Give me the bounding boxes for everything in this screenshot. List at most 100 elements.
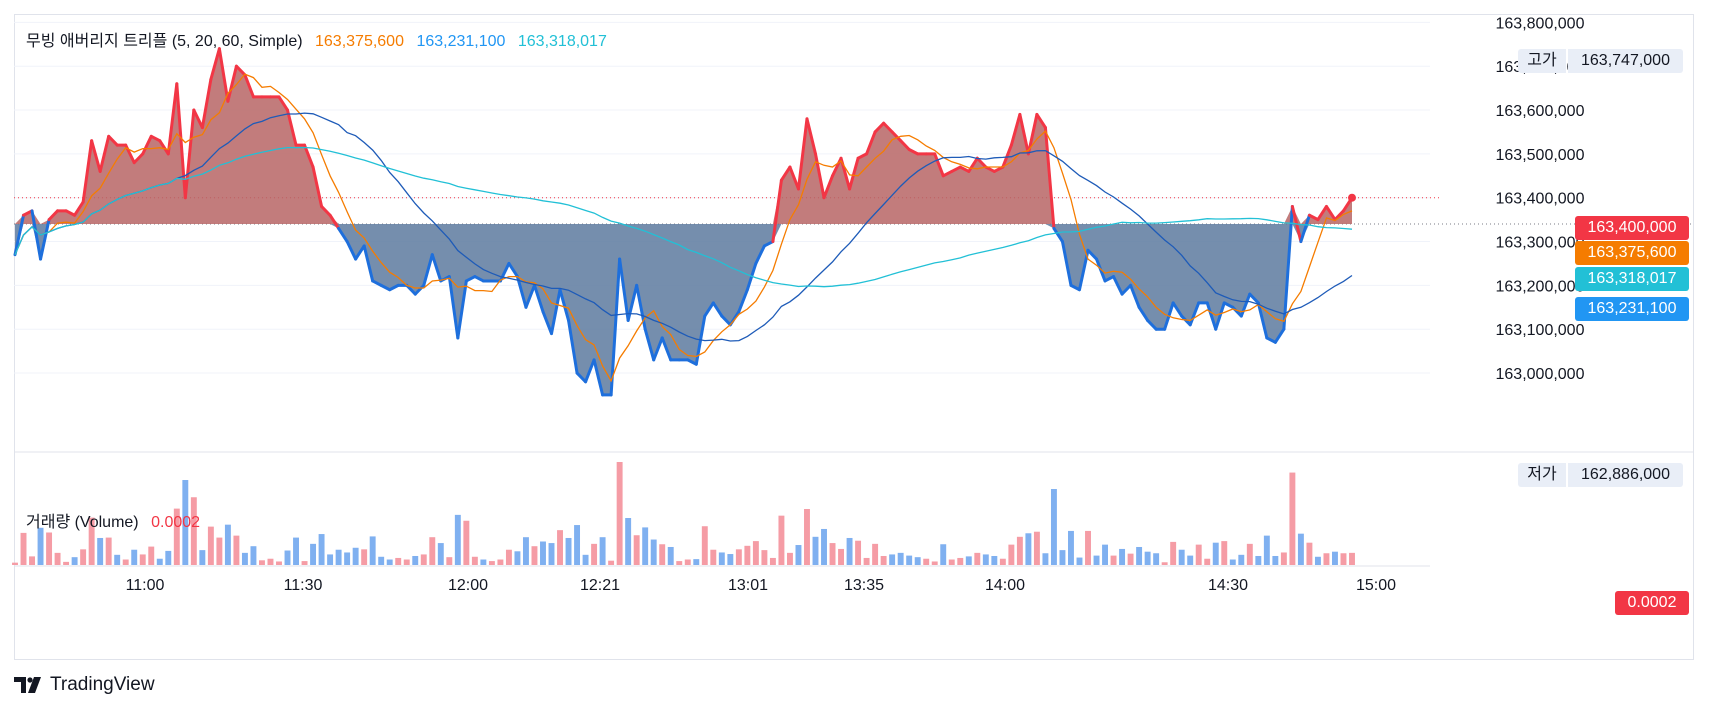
price-line-segment (558, 288, 571, 322)
volume-bar (165, 550, 172, 565)
volume-bar (880, 555, 887, 565)
price-tick-label: 163,200,000 (1496, 278, 1585, 295)
price-line-segment (737, 288, 749, 314)
price-line-segment (1307, 213, 1320, 222)
volume-bar (1170, 541, 1177, 565)
price-line-segment (226, 64, 238, 103)
volume-bar (522, 537, 529, 565)
volume-bar (1093, 555, 1100, 565)
price-line-segment (192, 108, 204, 130)
price-line-segment (464, 275, 477, 283)
volume-bar (1076, 557, 1083, 565)
price-line-segment (805, 117, 817, 156)
volume-bar (957, 557, 964, 565)
price-tick-label: 163,800,000 (1496, 15, 1585, 32)
volume-bar (838, 548, 845, 565)
volume-bar (88, 517, 95, 565)
price-line-segment (345, 240, 358, 261)
price-line-segment (515, 275, 528, 309)
price-line-segment (771, 178, 783, 244)
ma5-tag: 163,375,600 (1575, 241, 1689, 265)
price-line-segment (618, 257, 630, 322)
tradingview-brand[interactable]: TradingView (14, 674, 155, 696)
price-line-segment (584, 358, 596, 384)
volume-bar (923, 558, 930, 565)
volume-bar (46, 532, 53, 565)
volume-bar (642, 527, 649, 565)
volume-bar (1119, 548, 1126, 565)
volume-bar (804, 508, 810, 565)
legend-ma60-value: 163,318,017 (517, 33, 607, 50)
price-line-segment (592, 358, 605, 397)
volume-bar (667, 546, 674, 565)
volume-bar (1042, 553, 1049, 565)
price-line-segment (848, 156, 860, 191)
price-line-segment (711, 301, 724, 318)
volume-bar (131, 549, 138, 565)
volume-bar (182, 480, 189, 565)
volume-bar (276, 561, 282, 565)
price-line-segment (1120, 283, 1133, 296)
volume-bar (139, 554, 146, 565)
price-line-segment (754, 244, 766, 265)
price-line-segment (1205, 301, 1218, 331)
price-line-segment (1018, 112, 1030, 156)
volume-bar (599, 537, 606, 565)
volume-bar (1229, 559, 1236, 565)
price-line-segment (907, 147, 920, 156)
price-line-segment (1171, 301, 1184, 318)
price-line-segment (422, 253, 434, 287)
volume-bar (80, 549, 87, 565)
price-line-segment (209, 47, 221, 81)
volume-bar (897, 552, 904, 565)
volume-bar (1085, 530, 1091, 565)
volume-bar (1349, 552, 1355, 565)
volume-bar (454, 514, 461, 565)
volume-bar (701, 526, 708, 565)
price-line-segment (1316, 204, 1328, 222)
price-line-segment (1256, 301, 1269, 340)
price-line-segment (22, 209, 34, 217)
time-tick-label: 11:00 (126, 577, 165, 594)
price-line-segment (550, 288, 562, 336)
price-line-segment (822, 174, 835, 200)
volume-bar (37, 527, 44, 565)
volume-bar (114, 554, 121, 565)
volume-bar (1238, 554, 1245, 565)
price-line-segment (371, 279, 383, 287)
price-line-segment (950, 165, 962, 173)
last-price-tag: 163,400,000 (1575, 216, 1689, 240)
price-line-segment (1231, 305, 1243, 318)
volume-bar (1280, 552, 1287, 565)
volume-bar (948, 559, 955, 565)
price-line-segment (303, 143, 315, 169)
legend-title: 무빙 애버리지 트리플 (5, 20, 60, Simple) (26, 33, 303, 50)
volume-bar (812, 536, 819, 565)
time-tick-label: 14:00 (985, 577, 1025, 594)
volume-bar (872, 543, 879, 565)
price-line-segment (567, 318, 579, 375)
price-line-segment (1009, 112, 1022, 147)
volume-bar (327, 554, 334, 565)
volume-bar (974, 552, 981, 565)
time-tick-label: 15:00 (1356, 577, 1396, 594)
volume-bar (199, 550, 206, 565)
price-line-segment (541, 310, 554, 336)
volume-bar (1323, 553, 1330, 565)
price-line-segment (39, 218, 51, 261)
price-line-segment (158, 139, 170, 156)
price-line-segment (1273, 327, 1286, 344)
volume-bar (676, 561, 683, 565)
volume-bar (548, 543, 555, 565)
volume-bar (148, 546, 155, 565)
time-tick-label: 11:30 (284, 577, 323, 594)
price-line-segment (507, 261, 519, 279)
price-line-segment (447, 275, 460, 340)
volume-bar (156, 558, 163, 565)
price-line-segment (430, 253, 443, 283)
volume-bar (1008, 544, 1015, 565)
price-line-segment (609, 257, 622, 397)
volume-bar (259, 560, 265, 565)
ma20-tag: 163,231,100 (1575, 297, 1689, 321)
